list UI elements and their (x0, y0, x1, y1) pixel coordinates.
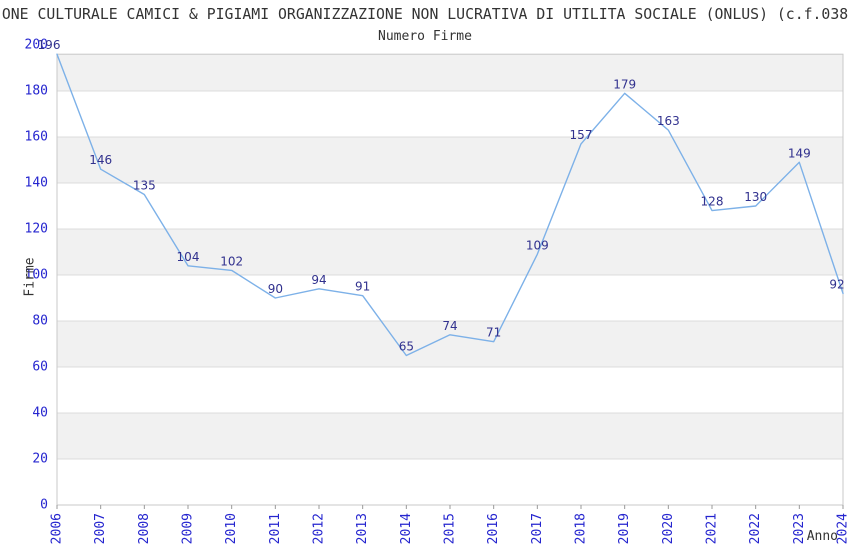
grid-band (57, 321, 843, 367)
y-tick-label: 120 (25, 222, 48, 237)
x-tick-label: 2021 (705, 513, 720, 544)
x-tick-label: 2022 (748, 513, 763, 544)
y-tick-label: 80 (32, 314, 48, 329)
data-label: 157 (570, 128, 593, 142)
grid-band (57, 137, 843, 183)
x-tick-label: 2017 (530, 513, 545, 544)
x-tick-label: 2011 (268, 513, 283, 544)
x-tick-label: 2012 (312, 513, 327, 544)
x-tick-label: 2024 (836, 513, 850, 544)
data-label: 128 (701, 195, 724, 209)
x-tick-label: 2007 (93, 513, 108, 544)
data-label: 92 (829, 277, 844, 291)
data-label: 65 (399, 340, 414, 354)
data-label: 91 (355, 280, 370, 294)
x-tick-label: 2006 (50, 513, 65, 544)
data-label: 130 (744, 190, 767, 204)
data-label: 109 (526, 238, 549, 252)
x-tick-label: 2018 (574, 513, 589, 544)
data-label: 149 (788, 146, 811, 160)
y-tick-label: 60 (32, 360, 48, 375)
y-tick-label: 20 (32, 452, 48, 467)
x-tick-label: 2015 (443, 513, 458, 544)
chart-subtitle: Numero Firme (378, 29, 472, 44)
data-label: 163 (657, 114, 680, 128)
series-line (56, 53, 844, 357)
x-tick-label: 2008 (137, 513, 152, 544)
y-tick-label: 140 (25, 176, 48, 191)
y-tick-label: 40 (32, 406, 48, 421)
x-tick-label: 2020 (661, 513, 676, 544)
data-label: 104 (177, 250, 200, 264)
x-tick-label: 2013 (355, 513, 370, 544)
x-tick-label: 2010 (224, 513, 239, 544)
grid-band (57, 229, 843, 275)
y-axis-title: Firme (23, 257, 38, 296)
chart-title: ONE CULTURALE CAMICI & PIGIAMI ORGANIZZA… (2, 6, 848, 23)
data-label: 196 (38, 38, 61, 52)
data-label: 146 (89, 153, 112, 167)
data-label: 74 (442, 319, 457, 333)
y-tick-label: 200 (25, 38, 48, 53)
data-label: 90 (268, 282, 283, 296)
grid-band (57, 54, 843, 91)
data-label: 94 (311, 273, 326, 287)
x-tick-label: 2016 (486, 513, 501, 544)
data-label: 102 (220, 254, 243, 268)
x-axis-title: Anno (807, 529, 838, 544)
y-tick-label: 0 (40, 498, 48, 513)
x-tick-label: 2023 (792, 513, 807, 544)
x-tick-label: 2014 (399, 513, 414, 544)
x-tick-label: 2019 (617, 513, 632, 544)
x-tick-label: 2009 (181, 513, 196, 544)
y-tick-label: 180 (25, 84, 48, 99)
data-label: 135 (133, 179, 156, 193)
plot-area: 0 20 40 60 80 100 120 140 160 180 200 2006 2007 2008 2… (25, 38, 850, 545)
data-label: 71 (486, 326, 501, 340)
y-tick-label: 160 (25, 130, 48, 145)
y-tick-label: 100 (25, 268, 48, 283)
grid-band (57, 413, 843, 459)
data-label: 179 (613, 77, 636, 91)
